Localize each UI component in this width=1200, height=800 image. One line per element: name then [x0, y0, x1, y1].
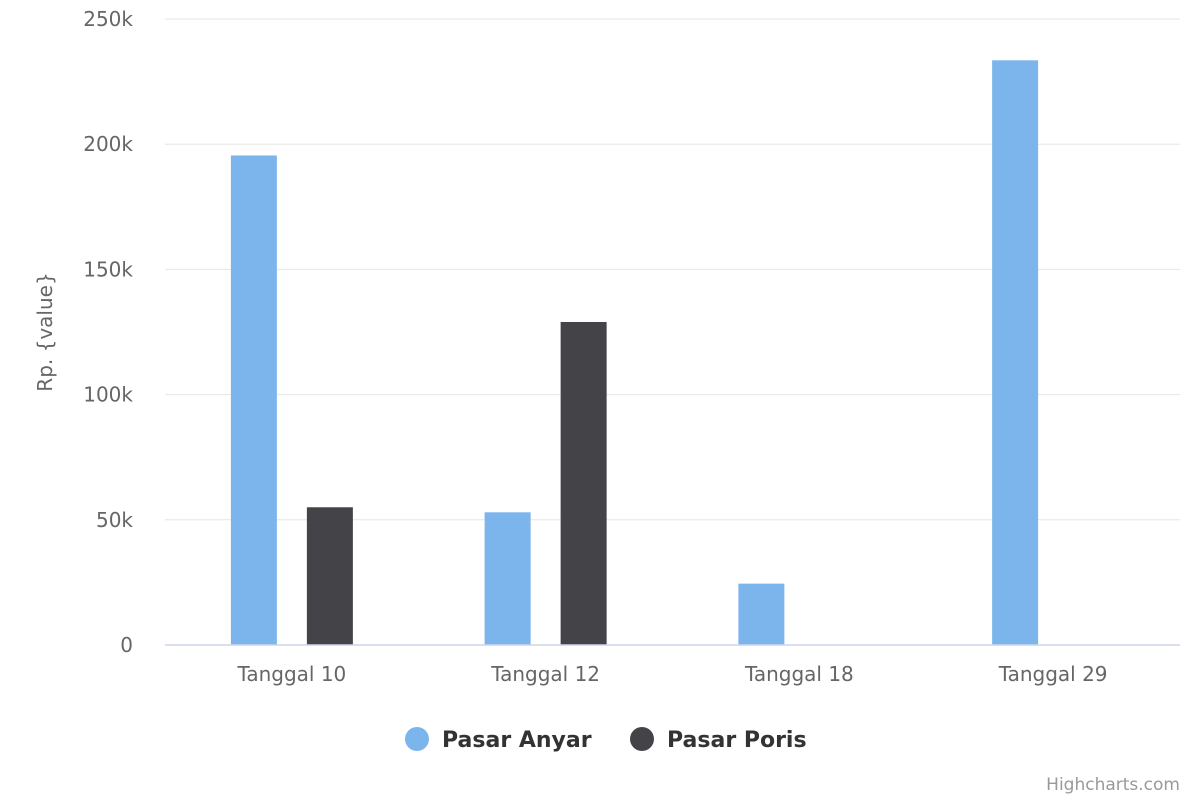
- axes: 0 50k 100k 150k 200k 250k Tanggal 10 Tanggal 12…: [83, 7, 1180, 686]
- y-tick-label: 100k: [83, 383, 133, 407]
- y-tick-label: 0: [120, 633, 133, 657]
- x-tick-label: Tanggal 12: [490, 662, 600, 686]
- legend-item-pasar-poris[interactable]: Pasar Poris: [630, 727, 807, 753]
- x-tick-label: Tanggal 18: [744, 662, 854, 686]
- legend: Pasar Anyar Pasar Poris: [405, 727, 807, 753]
- y-tick-label: 150k: [83, 257, 133, 281]
- x-tick-label: Tanggal 10: [236, 662, 346, 686]
- bar-pasar-anyar-tanggal-10[interactable]: [230, 155, 277, 645]
- bar-pasar-anyar-tanggal-12[interactable]: [484, 512, 531, 645]
- credits-link[interactable]: Highcharts.com: [1046, 775, 1180, 795]
- y-axis-title: Rp. {value}: [33, 272, 57, 391]
- legend-symbol-icon: [405, 727, 429, 751]
- bar-pasar-poris-tanggal-12[interactable]: [560, 321, 607, 645]
- legend-label: Pasar Poris: [667, 728, 807, 753]
- bar-pasar-anyar-tanggal-29[interactable]: [992, 60, 1039, 646]
- legend-item-pasar-anyar[interactable]: Pasar Anyar: [405, 727, 592, 753]
- legend-label: Pasar Anyar: [442, 728, 592, 753]
- y-tick-label: 50k: [96, 508, 133, 532]
- legend-symbol-icon: [630, 727, 654, 751]
- bars: [230, 60, 1039, 646]
- x-tick-label: Tanggal 29: [998, 662, 1108, 686]
- bar-pasar-anyar-tanggal-18[interactable]: [738, 583, 785, 645]
- y-tick-label: 200k: [83, 132, 133, 156]
- bar-pasar-poris-tanggal-10[interactable]: [306, 507, 353, 645]
- y-tick-label: 250k: [83, 7, 133, 31]
